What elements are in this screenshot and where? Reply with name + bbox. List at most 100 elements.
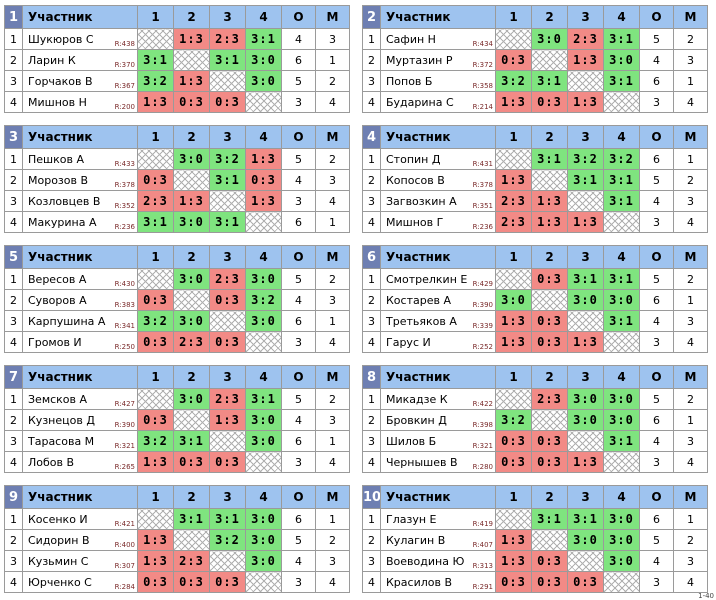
match-score: 1:3: [137, 91, 174, 113]
player-name-cell: Тарасова М R:321: [22, 430, 138, 452]
participant-header: Участник: [380, 125, 496, 149]
match-score: 0:3: [173, 571, 210, 593]
opponent-col-header: 4: [603, 485, 640, 509]
player-rating: R:291: [473, 583, 493, 591]
player-index: 4: [362, 211, 381, 233]
player-row: 1 Пешков А R:433 3:0 3:2 1:3 5 2: [4, 148, 350, 170]
player-index: 4: [362, 331, 381, 353]
player-rating: R:339: [473, 322, 493, 330]
points-header: О: [639, 485, 674, 509]
group-table: 10 Участник 1 2 3 4 О М 1 Глазун Е R:419 3:1 3:1 3:0 6…: [362, 485, 708, 593]
rating-value: 429: [479, 280, 493, 288]
player-row: 2 Морозов В R:378 0:3 3:1 0:3 4 3: [4, 169, 350, 191]
player-rating: R:407: [473, 541, 493, 549]
player-name: Третьяков А: [386, 314, 457, 328]
opponent-col-header: 4: [603, 125, 640, 149]
match-score: 3:0: [245, 430, 282, 452]
opponent-col-header: 1: [495, 365, 532, 389]
player-index: 4: [4, 211, 23, 233]
player-row: 4 Бударина С R:214 1:3 0:3 1:3 3 4: [362, 91, 708, 113]
player-rating: R:307: [115, 562, 135, 570]
player-name: Красилов В: [386, 575, 453, 589]
self-cell: [173, 49, 210, 71]
player-rating: R:321: [473, 442, 493, 450]
match-score: 1:3: [137, 451, 174, 473]
rating-prefix: R:: [114, 520, 122, 528]
opponent-col-header: 4: [603, 245, 640, 269]
player-row: 2 Копосов В R:378 1:3 3:1 3:1 5 2: [362, 169, 708, 191]
player-row: 4 Юрченко С R:284 0:3 0:3 0:3 3 4: [4, 571, 350, 593]
player-index: 4: [362, 91, 381, 113]
player-points: 6: [639, 508, 674, 530]
player-points: 5: [281, 268, 316, 290]
match-score: 3:1: [603, 268, 640, 290]
match-score: 3:0: [531, 28, 568, 50]
player-name: Смотрелкин Е: [386, 272, 468, 286]
player-name-cell: Мишнов Г R:236: [380, 211, 496, 233]
group-header-row: 4 Участник 1 2 3 4 О М: [362, 125, 708, 149]
match-score: 3:0: [245, 409, 282, 431]
rating-prefix: R:: [114, 541, 122, 549]
player-points: 6: [281, 211, 316, 233]
player-index: 3: [4, 310, 23, 332]
player-name: Косенко И: [28, 512, 88, 526]
player-name-cell: Бровкин Д R:398: [380, 409, 496, 431]
player-points: 6: [639, 289, 674, 311]
match-score: 3:0: [173, 388, 210, 410]
rating-prefix: R:: [114, 463, 122, 471]
player-place: 2: [315, 529, 350, 551]
self-cell: [209, 70, 246, 92]
player-place: 3: [673, 49, 708, 71]
player-index: 2: [362, 409, 381, 431]
match-score: 3:0: [567, 289, 604, 311]
match-score: 0:3: [531, 451, 568, 473]
player-rating: R:284: [115, 583, 135, 591]
points-header: О: [281, 245, 316, 269]
group-number: 5: [4, 245, 23, 269]
place-header: М: [673, 125, 708, 149]
player-name: Карпушина А: [28, 314, 106, 328]
opponent-col-header: 4: [245, 485, 282, 509]
self-cell: [173, 529, 210, 551]
player-name: Лобов В: [28, 455, 75, 469]
player-points: 3: [639, 211, 674, 233]
player-index: 4: [362, 451, 381, 473]
rating-value: 214: [479, 103, 493, 111]
player-points: 5: [639, 169, 674, 191]
match-score: 3:1: [531, 508, 568, 530]
player-name: Суворов А: [28, 293, 87, 307]
player-points: 3: [281, 571, 316, 593]
rating-prefix: R:: [472, 40, 480, 48]
match-score: 1:3: [495, 550, 532, 572]
self-cell: [209, 310, 246, 332]
match-score: 1:3: [495, 91, 532, 113]
player-name-cell: Суворов А R:383: [22, 289, 138, 311]
rating-prefix: R:: [114, 40, 122, 48]
player-rating: R:280: [473, 463, 493, 471]
match-score: 3:2: [603, 148, 640, 170]
self-cell: [495, 28, 532, 50]
rating-prefix: R:: [114, 442, 122, 450]
player-points: 3: [639, 91, 674, 113]
rating-value: 236: [479, 223, 493, 231]
player-row: 3 Третьяков А R:339 1:3 0:3 3:1 4 3: [362, 310, 708, 332]
match-score: 2:3: [531, 388, 568, 410]
match-score: 3:0: [245, 310, 282, 332]
player-name: Сафин Н: [386, 32, 436, 46]
player-name-cell: Морозов В R:378: [22, 169, 138, 191]
rating-value: 265: [121, 463, 135, 471]
self-cell: [137, 148, 174, 170]
match-score: 0:3: [531, 331, 568, 353]
rating-prefix: R:: [472, 82, 480, 90]
player-points: 4: [281, 28, 316, 50]
group-number: 3: [4, 125, 23, 149]
player-row: 1 Вересов А R:430 3:0 2:3 3:0 5 2: [4, 268, 350, 290]
player-name: Муртазин Р: [386, 53, 453, 67]
player-rating: R:383: [115, 301, 135, 309]
player-name: Земсков А: [28, 392, 88, 406]
rating-prefix: R:: [472, 400, 480, 408]
player-place: 1: [673, 409, 708, 431]
player-points: 3: [281, 190, 316, 212]
player-name-cell: Муртазин Р R:372: [380, 49, 496, 71]
player-index: 1: [4, 148, 23, 170]
